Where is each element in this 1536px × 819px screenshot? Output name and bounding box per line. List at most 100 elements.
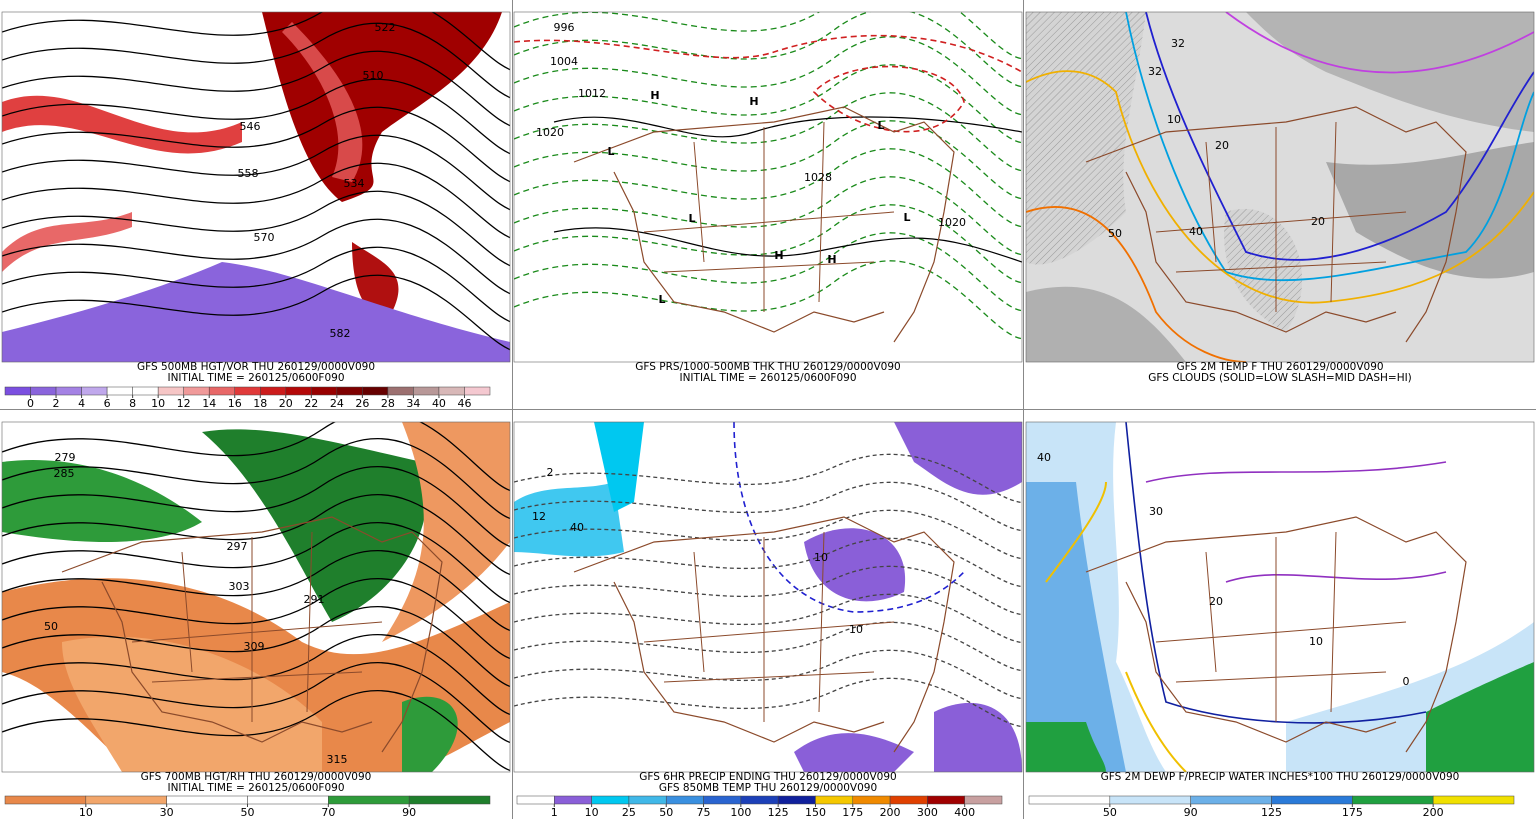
shaded-area	[1026, 12, 1146, 265]
colorbar-box	[387, 386, 414, 396]
panel: 522 546 558 570 582 534 510 GFS 500MB HGT/VOR T…	[1, 11, 511, 410]
colorbar-label: 0	[27, 397, 34, 410]
contour-label: 309	[244, 640, 265, 653]
colorbar-label: 200	[1423, 806, 1444, 819]
contour-line	[1125, 12, 1534, 282]
state-border	[1155, 531, 1407, 722]
colorbar-label: 28	[381, 397, 395, 410]
contour-label: 50	[44, 620, 58, 633]
contour-line	[1026, 70, 1534, 304]
shaded-area	[2, 262, 510, 362]
contour-line	[2, 634, 510, 715]
colorbar-label: 2	[53, 397, 60, 410]
colorbar-box	[106, 386, 133, 396]
colorbar-box	[408, 795, 491, 805]
contour-line	[514, 509, 1022, 560]
caption: GFS 2M TEMP F THU 260129/0000V090	[1176, 361, 1383, 373]
contour-line	[2, 662, 510, 743]
colorbar-label: 75	[697, 806, 711, 819]
country-border	[573, 106, 955, 343]
contour-label: 30	[1149, 505, 1163, 518]
contour-label: 50	[1108, 227, 1122, 240]
contour-label: 522	[375, 21, 396, 34]
colorbar-label: 22	[304, 397, 318, 410]
pressure-center: L	[607, 145, 614, 158]
colorbar-box	[740, 795, 779, 805]
contour-line	[2, 78, 510, 155]
map: 40 30 20 10 0	[1026, 422, 1534, 772]
contour-line	[553, 227, 1022, 263]
contour-label: 40	[1037, 451, 1051, 464]
caption: GFS CLOUDS (SOLID=LOW SLASH=MID DASH=HI)	[1148, 372, 1412, 384]
colorbar-box	[665, 795, 704, 805]
country-border	[1085, 516, 1467, 753]
colorbar-label: 100	[730, 806, 751, 819]
contour-label: 1012	[578, 87, 606, 100]
state-border	[131, 531, 383, 722]
colorbar-label: 400	[954, 806, 975, 819]
contour-line	[2, 246, 510, 323]
contour-line	[514, 120, 1022, 200]
colorbar-box	[964, 795, 1003, 805]
caption: INITIAL TIME = 260125/0600F090	[167, 372, 344, 384]
colorbar-box	[362, 386, 389, 396]
map: 32 32 10 20 20 40 50	[1026, 12, 1534, 362]
contour-line	[2, 522, 510, 603]
contour-label: 558	[238, 167, 259, 180]
contour-label: 1004	[550, 55, 578, 68]
contour-line	[514, 148, 1022, 228]
colorbar-box	[311, 386, 338, 396]
colorbar-label: 14	[202, 397, 216, 410]
shaded-area	[1426, 662, 1534, 772]
colorbar-box	[132, 386, 159, 396]
contour-label: 291	[304, 593, 325, 606]
contour-line	[1026, 206, 1247, 362]
contour-line	[2, 134, 510, 211]
colorbar-box	[1190, 795, 1272, 805]
contour-label: 285	[54, 467, 75, 480]
contour-line	[514, 677, 1022, 728]
colorbar-box	[1271, 795, 1353, 805]
contour-label: 32	[1148, 65, 1162, 78]
contour-line	[514, 481, 1022, 532]
colorbar-box	[1028, 795, 1111, 805]
colorbar-box	[157, 386, 184, 396]
caption: GFS PRS/1000-500MB THK THU 260129/0000V0…	[635, 361, 900, 373]
map-frame	[513, 421, 1023, 773]
colorbar-box	[777, 795, 816, 805]
contour-label: 20	[1209, 595, 1223, 608]
colorbar-label: 34	[406, 397, 420, 410]
map: 279 285 291 297 303 309 315 50	[2, 422, 510, 772]
contour-line	[514, 176, 1022, 256]
contour-label: 570	[254, 231, 275, 244]
shaded-area	[514, 482, 624, 557]
colorbar-label: 10	[79, 806, 93, 819]
colorbar-label: 200	[880, 806, 901, 819]
colorbar-box	[30, 386, 57, 396]
contour-label: 297	[227, 540, 248, 553]
contour-label: 534	[344, 177, 365, 190]
contour-line	[514, 593, 1022, 644]
contour-label: 40	[1189, 225, 1203, 238]
caption: GFS 6HR PRECIP ENDING THU 260129/0000V09…	[639, 771, 896, 783]
state-border	[1155, 121, 1407, 312]
colorbar-box	[208, 386, 235, 396]
shaded-area	[894, 422, 1022, 495]
shaded-area	[1026, 722, 1106, 772]
shaded-area	[202, 429, 428, 622]
colorbar-label: 26	[355, 397, 369, 410]
contour-line	[514, 621, 1022, 672]
contour-line	[514, 232, 1022, 312]
colorbar-box	[183, 386, 210, 396]
panel: 2 12 40 10 10 GFS 6HR PRECIP ENDING THU 26012…	[513, 421, 1023, 819]
colorbar-box	[591, 795, 630, 805]
colorbar-label: 90	[402, 806, 416, 819]
colorbar-box	[234, 386, 261, 396]
contour-line	[514, 12, 1022, 88]
colorbar-box	[889, 795, 928, 805]
contour-line	[514, 565, 1022, 616]
shaded-area	[804, 528, 906, 602]
colorbar-label: 18	[253, 397, 267, 410]
contour-label: 10	[1309, 635, 1323, 648]
contour-line	[2, 466, 510, 547]
